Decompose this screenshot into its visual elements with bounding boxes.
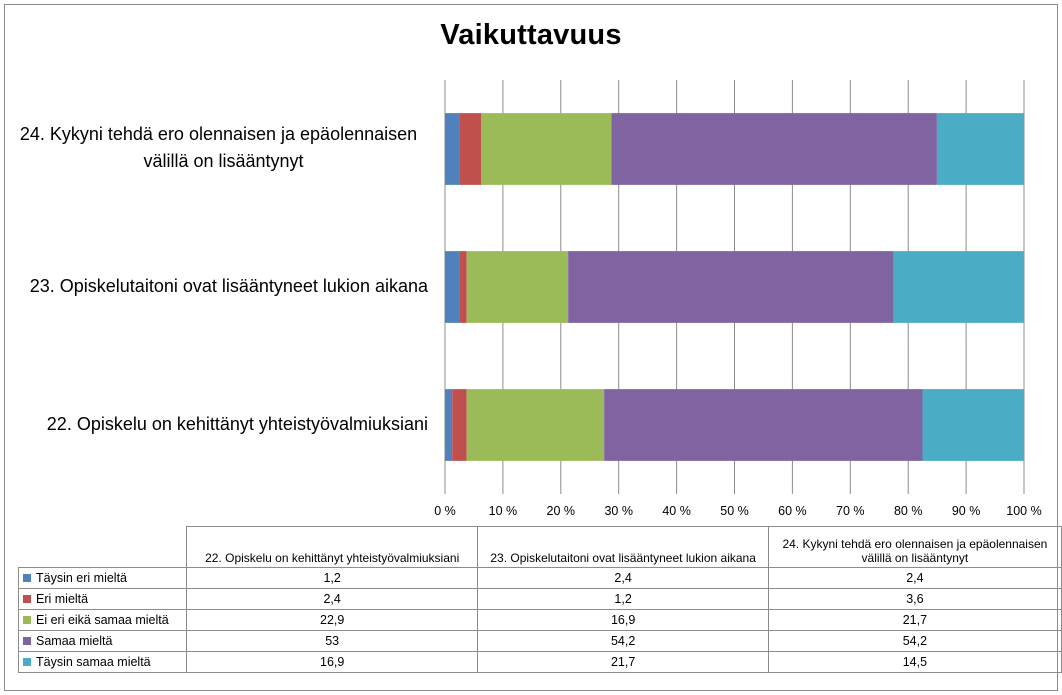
- table-cell: 54,2: [477, 630, 769, 652]
- category-label: 23. Opiskelutaitoni ovat lisääntyneet lu…: [29, 275, 428, 296]
- table-cell: 16,9: [477, 609, 769, 631]
- x-tick-label: 90 %: [952, 504, 981, 518]
- table-row: Täysin eri mieltä 1,2 2,4 2,4: [18, 567, 1062, 589]
- table-column-header: 22. Opiskelu on kehittänyt yhteistyövalm…: [185, 526, 479, 568]
- table-cell: 2,4: [185, 588, 479, 610]
- legend-swatch: [23, 616, 31, 624]
- legend-label: Täysin samaa mieltä: [36, 655, 151, 669]
- bar-segment: [445, 389, 453, 461]
- category-label: 22. Opiskelu on kehittänyt yhteistyövalm…: [46, 413, 428, 434]
- table-column-header: 23. Opiskelutaitoni ovat lisääntyneet lu…: [477, 526, 769, 568]
- bar-segment: [459, 251, 467, 323]
- x-tick-label: 80 %: [894, 504, 923, 518]
- table-column-header: 24. Kykyni tehdä ero olennaisen ja epäol…: [767, 526, 1062, 568]
- table-row: Täysin samaa mieltä 16,9 21,7 14,5: [18, 651, 1062, 673]
- table-cell: 22,9: [185, 609, 479, 631]
- table-cell: 14,5: [767, 651, 1062, 673]
- x-tick-label: 70 %: [836, 504, 865, 518]
- bar-segment: [611, 113, 937, 185]
- table-cell: 1,2: [477, 588, 769, 610]
- table-cell: 2,4: [477, 567, 769, 589]
- plot-area: 0 % 10 % 20 % 30 % 40 % 50 % 60 % 70 % 80 % 90 % 1…: [434, 80, 1042, 518]
- x-tick-label: 30 %: [604, 504, 633, 518]
- bar-segment: [893, 251, 1024, 323]
- legend-key: Täysin eri mieltä: [18, 567, 187, 589]
- data-table: 22. Opiskelu on kehittänyt yhteistyövalm…: [18, 526, 1062, 673]
- table-cell: 21,7: [767, 609, 1062, 631]
- table-row: Ei eri eikä samaa mieltä 22,9 16,9 21,7: [18, 609, 1062, 631]
- legend-key: Eri mieltä: [18, 588, 187, 610]
- category-label: 24. Kykyni tehdä ero olennaisen ja epäol…: [19, 124, 418, 171]
- x-tick-label: 40 %: [662, 504, 691, 518]
- table-row: Samaa mieltä 53 54,2 54,2: [18, 630, 1062, 652]
- bar-segment: [568, 251, 894, 323]
- bar-segment: [936, 113, 1024, 185]
- legend-key: Ei eri eikä samaa mieltä: [18, 609, 187, 631]
- x-tick-label: 50 %: [720, 504, 749, 518]
- legend-swatch: [23, 574, 31, 582]
- table-row: Eri mieltä 2,4 1,2 3,6: [18, 588, 1062, 610]
- bar-segment: [466, 251, 569, 323]
- x-tick-label: 100 %: [1006, 504, 1041, 518]
- bar-segment: [922, 389, 1024, 461]
- table-cell: 21,7: [477, 651, 769, 673]
- table-cell: 3,6: [767, 588, 1062, 610]
- legend-label: Samaa mieltä: [36, 634, 113, 648]
- legend-label: Ei eri eikä samaa mieltä: [36, 613, 169, 627]
- bar-segment: [445, 251, 460, 323]
- chart-title: Vaikuttavuus: [440, 19, 622, 51]
- bar-segment: [452, 389, 467, 461]
- legend-swatch: [23, 595, 31, 603]
- legend-swatch: [23, 658, 31, 666]
- legend-key: Samaa mieltä: [18, 630, 187, 652]
- bar-segment: [445, 113, 460, 185]
- x-tick-label: 0 %: [434, 504, 456, 518]
- table-cell: 54,2: [767, 630, 1062, 652]
- table-cell: 1,2: [185, 567, 479, 589]
- table-cell: 16,9: [185, 651, 479, 673]
- table-cell: 53: [185, 630, 479, 652]
- legend-key: Täysin samaa mieltä: [18, 651, 187, 673]
- x-tick-label: 10 %: [489, 504, 518, 518]
- bar-segment: [481, 113, 612, 185]
- bar-segment: [459, 113, 482, 185]
- bar-segment: [604, 389, 923, 461]
- x-tick-label: 60 %: [778, 504, 807, 518]
- table-cell: 2,4: [767, 567, 1062, 589]
- legend-label: Eri mieltä: [36, 592, 89, 606]
- legend-label: Täysin eri mieltä: [36, 571, 127, 585]
- table-corner: [18, 526, 187, 568]
- x-tick-label: 20 %: [547, 504, 576, 518]
- legend-swatch: [23, 637, 31, 645]
- bar-segment: [466, 389, 605, 461]
